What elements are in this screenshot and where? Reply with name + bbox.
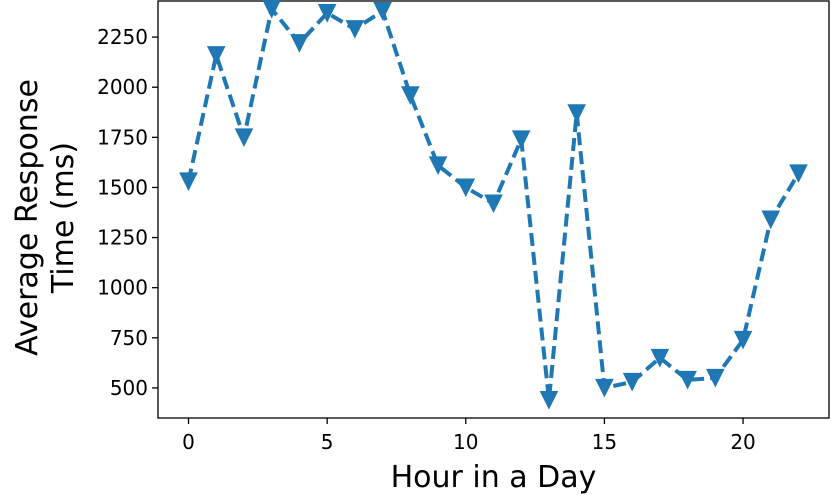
y-axis: 500 750 1000 1250 1500 1750 2000 2250	[97, 25, 158, 400]
data-point-marker	[484, 194, 503, 214]
data-point-marker	[401, 86, 420, 105]
x-tick-label: 15	[592, 430, 617, 454]
y-tick-label: 1000	[97, 276, 148, 300]
y-tick-label: 2250	[97, 25, 148, 49]
data-point-marker	[595, 378, 614, 398]
data-point-marker	[317, 4, 337, 23]
data-point-marker	[650, 348, 670, 368]
x-tick-label: 5	[321, 430, 334, 454]
y-tick-label: 750	[110, 326, 148, 350]
data-point-marker	[539, 390, 559, 410]
data-point-marker	[706, 368, 725, 388]
data-point-marker	[761, 210, 781, 230]
data-point-marker	[733, 330, 753, 350]
data-point-marker	[789, 164, 808, 184]
data-point-marker	[262, 0, 281, 19]
x-tick-label: 0	[182, 430, 195, 454]
series-layer	[179, 0, 808, 410]
y-tick-label: 1250	[97, 226, 148, 250]
data-point-marker	[428, 156, 448, 176]
x-tick-label: 20	[730, 430, 755, 454]
x-tick-label: 10	[453, 430, 478, 454]
data-point-marker	[678, 370, 697, 390]
x-axis-label: Hour in a Day	[391, 460, 597, 494]
y-tick-label: 1500	[97, 175, 148, 199]
data-point-marker	[290, 34, 309, 53]
data-point-marker	[511, 130, 531, 149]
data-point-marker	[345, 20, 365, 39]
data-point-marker	[179, 172, 198, 192]
y-axis-label-line-2: Time (ms)	[46, 142, 81, 294]
data-point-marker	[622, 372, 642, 392]
data-point-marker	[567, 104, 586, 123]
data-point-marker	[456, 178, 476, 198]
data-point-marker	[206, 46, 226, 65]
y-tick-label: 500	[110, 376, 148, 400]
data-point-marker	[373, 2, 392, 21]
plot-area-border	[157, 0, 830, 419]
plot-frame	[157, 0, 830, 419]
y-tick-label: 2000	[97, 75, 148, 99]
x-axis: 0 5 10 15 20	[182, 418, 756, 454]
data-point-marker	[234, 128, 254, 147]
y-tick-label: 1750	[97, 125, 148, 149]
y-axis-label-line-1: Average Response	[10, 79, 45, 356]
